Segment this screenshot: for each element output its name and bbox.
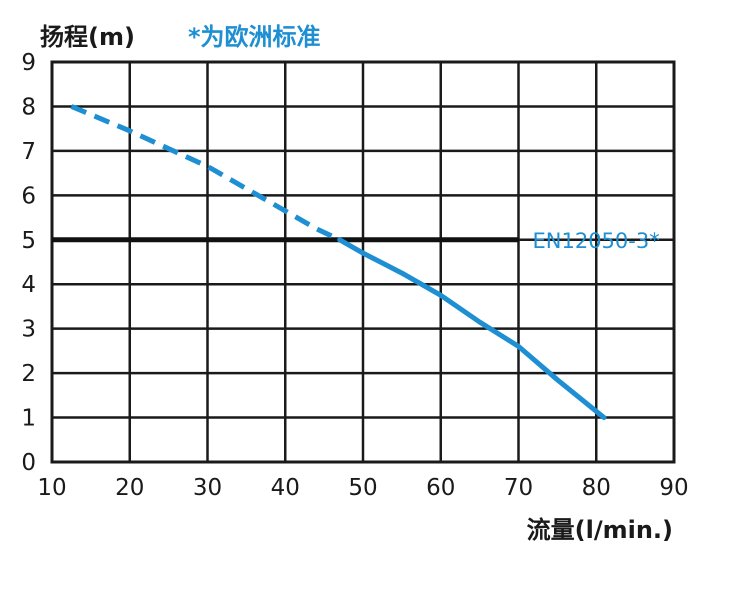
y-tick-label: 7 bbox=[21, 139, 36, 165]
y-tick-label: 1 bbox=[21, 406, 36, 432]
x-tick-label: 70 bbox=[504, 475, 533, 501]
series-curve-dashed bbox=[70, 104, 341, 243]
reference-line-label: EN12050-3* bbox=[533, 229, 660, 253]
reference-line-group: EN12050-3* bbox=[52, 229, 660, 253]
x-axis-ticks: 10 20 30 40 50 60 70 80 90 bbox=[37, 475, 688, 501]
y-tick-label: 9 bbox=[21, 50, 36, 76]
y-tick-label: 3 bbox=[21, 317, 36, 343]
grid bbox=[50, 60, 676, 464]
x-tick-label: 60 bbox=[426, 475, 455, 501]
y-tick-label: 6 bbox=[21, 183, 36, 209]
x-tick-label: 30 bbox=[193, 475, 222, 501]
x-tick-label: 90 bbox=[659, 475, 688, 501]
y-tick-label: 8 bbox=[21, 94, 36, 120]
x-axis-title: 流量(l/min.) bbox=[527, 516, 673, 544]
plot-frame bbox=[50, 60, 676, 464]
y-tick-label: 4 bbox=[21, 272, 36, 298]
x-tick-label: 10 bbox=[37, 475, 66, 501]
x-tick-label: 50 bbox=[348, 475, 377, 501]
x-tick-label: 20 bbox=[115, 475, 144, 501]
y-tick-label: 5 bbox=[21, 228, 36, 254]
y-tick-label: 0 bbox=[21, 450, 36, 476]
series-curve-solid bbox=[337, 237, 607, 421]
y-axis-ticks: 0 1 2 3 4 5 6 7 8 9 bbox=[21, 50, 36, 476]
y-axis-title: 扬程(m) bbox=[40, 23, 135, 51]
standard-note: *为欧洲标准 bbox=[188, 23, 321, 51]
y-tick-label: 2 bbox=[21, 361, 36, 387]
x-tick-label: 40 bbox=[271, 475, 300, 501]
series-group bbox=[70, 104, 607, 421]
x-tick-label: 80 bbox=[582, 475, 611, 501]
